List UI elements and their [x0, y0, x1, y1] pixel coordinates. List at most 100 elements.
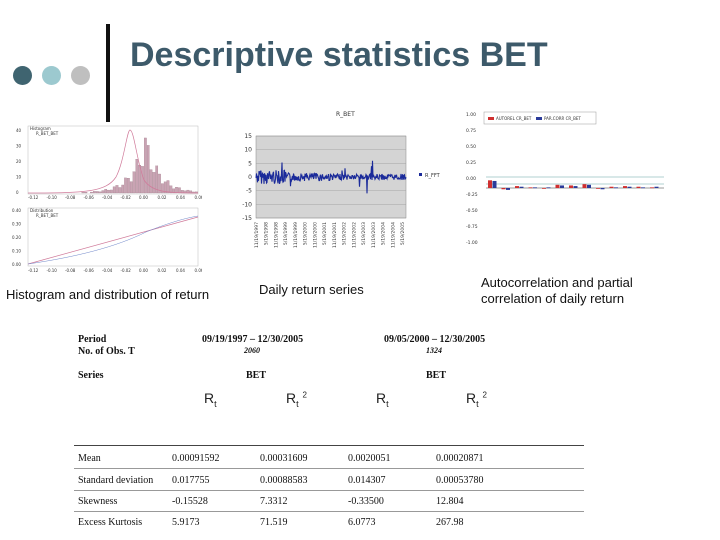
- acf-ytick: 1.00: [466, 112, 476, 118]
- hist-bar: [132, 171, 136, 194]
- pacf-bar: [546, 187, 551, 189]
- hist-xtick: -0.10: [47, 195, 58, 200]
- dist-legend-2: R_BET_BET: [36, 213, 59, 218]
- histogram-bottom-panel: Distribution R_BET_BET 0.40 0.30 0.20 0.10 0…: [12, 207, 203, 273]
- acf-bar: [582, 184, 587, 188]
- dist-xtick: -0.04: [102, 268, 113, 273]
- daily-xtick: 11/19/2001: [332, 222, 338, 248]
- hist-ytick: 10: [16, 175, 22, 180]
- table-rule-4: [74, 511, 584, 512]
- cell: 0.00053780: [436, 475, 484, 486]
- histogram-top-panel: Histogram R_BET_BET 40 30 20 10 0 -0.12 -0.10…: [16, 125, 202, 200]
- dist-xtick: 0.06: [195, 268, 203, 273]
- acf-chart: AUTOREL CR_BET PAR.CORR CR_BET 1.00 0.75 0…: [464, 108, 674, 262]
- hist-bar: [90, 191, 93, 194]
- acf-bar: [623, 186, 627, 188]
- acf-ytick: -0.25: [466, 192, 478, 198]
- pacf-bar: [560, 185, 564, 188]
- acf-ytick: -0.75: [466, 224, 478, 230]
- caption-daily: Daily return series: [259, 282, 364, 297]
- hist-bar: [93, 191, 96, 194]
- hist-legend-2: R_BET_BET: [36, 131, 59, 136]
- cell: 0.00031609: [260, 453, 308, 464]
- daily-ytick: 15: [244, 133, 252, 140]
- daily-xtick: 5/19/1998: [264, 222, 270, 245]
- cell: 0.017755: [172, 475, 210, 486]
- hist-ytick: 30: [16, 144, 22, 149]
- period-label: Period: [78, 334, 107, 345]
- pacf-bar: [573, 186, 578, 188]
- hist-bar: [144, 137, 147, 194]
- acf-ytick: 0.75: [466, 128, 476, 134]
- dist-legend-1: Distribution: [30, 208, 54, 213]
- pacf-bar: [587, 184, 591, 188]
- hist-bar: [141, 166, 144, 194]
- hist-xtick: -0.12: [28, 195, 39, 200]
- hist-bar: [175, 187, 178, 194]
- cell: 6.0773: [348, 517, 376, 528]
- decor-dot-grey: [71, 66, 90, 85]
- daily-ytick: -15: [242, 215, 252, 222]
- pacf-bar: [654, 186, 659, 188]
- hist-bar: [161, 183, 164, 194]
- daily-ytick: 0: [248, 174, 252, 181]
- daily-xtick: 11/19/1999: [293, 222, 299, 248]
- slide-title: Descriptive statistics BET: [130, 36, 548, 74]
- daily-xtick: 5/19/1999: [283, 222, 289, 245]
- cell: 0.0020051: [348, 453, 391, 464]
- pacf-bar: [600, 188, 605, 190]
- cell: 71.519: [260, 517, 288, 528]
- hist-legend-1: Histogram: [30, 126, 51, 131]
- cell: 0.00088583: [260, 475, 308, 486]
- acf-legend: AUTOREL CR_BET PAR.CORR CR_BET: [488, 116, 581, 121]
- hist-bar: [84, 192, 88, 194]
- pacf-bar: [533, 187, 537, 189]
- daily-xtick: 11/19/1998: [273, 222, 279, 248]
- hist-bar: [172, 188, 176, 194]
- caption-acf: Autocorrelation and partial correlation …: [481, 275, 633, 306]
- period-1: 09/19/1997 – 12/30/2005: [202, 334, 304, 345]
- acf-ytick: 0.50: [466, 144, 476, 150]
- cell: 5.9173: [172, 517, 200, 528]
- hist-bar: [121, 184, 125, 194]
- cell: 0.00091592: [172, 453, 220, 464]
- dist-ytick: 0.20: [12, 235, 21, 240]
- hist-bar: [110, 189, 113, 194]
- acf-legend-2: PAR.CORR CR_BET: [544, 116, 581, 121]
- daily-legend: R_FFT: [425, 173, 441, 179]
- pacf-bar: [641, 187, 645, 189]
- header-rt-sq-1: Rt 2: [286, 390, 307, 409]
- hist-bar: [115, 185, 119, 194]
- hist-bar: [124, 177, 127, 194]
- obs-1: 2060: [244, 346, 260, 355]
- statistics-table: Period No. of Obs. T 09/19/1997 – 12/30/…: [72, 322, 712, 540]
- row-label: Mean: [78, 453, 101, 464]
- pacf-bar: [519, 186, 524, 188]
- series-label: Series: [78, 370, 104, 381]
- cell: -0.15528: [172, 496, 208, 507]
- hist-bar: [118, 187, 122, 194]
- hist-xtick: 0.02: [158, 195, 167, 200]
- hist-bar: [152, 172, 156, 194]
- acf-legend-1: AUTOREL CR_BET: [496, 116, 532, 121]
- acf-bar: [609, 186, 614, 188]
- acf-ytick: -0.50: [466, 208, 478, 214]
- row-label: Excess Kurtosis: [78, 517, 143, 528]
- daily-xtick: 5/19/2001: [322, 222, 328, 245]
- daily-xtick: 11/19/2000: [312, 222, 318, 248]
- hist-bar: [135, 159, 139, 194]
- cell: 7.3312: [260, 496, 288, 507]
- hist-bar: [95, 191, 99, 194]
- acf-bar: [542, 188, 546, 189]
- cell: 0.00020871: [436, 453, 484, 464]
- acf-bar: [569, 185, 573, 188]
- decor-dot-dark: [13, 66, 32, 85]
- hist-bar: [155, 165, 159, 194]
- hist-bar: [107, 189, 110, 194]
- dist-ytick: 0.10: [12, 249, 21, 254]
- hist-ytick: 0: [16, 190, 19, 195]
- header-rt-sq-2: Rt 2: [466, 390, 487, 409]
- series-2: BET: [426, 370, 447, 381]
- daily-ytick: -10: [242, 201, 252, 208]
- dist-xtick: -0.10: [47, 268, 58, 273]
